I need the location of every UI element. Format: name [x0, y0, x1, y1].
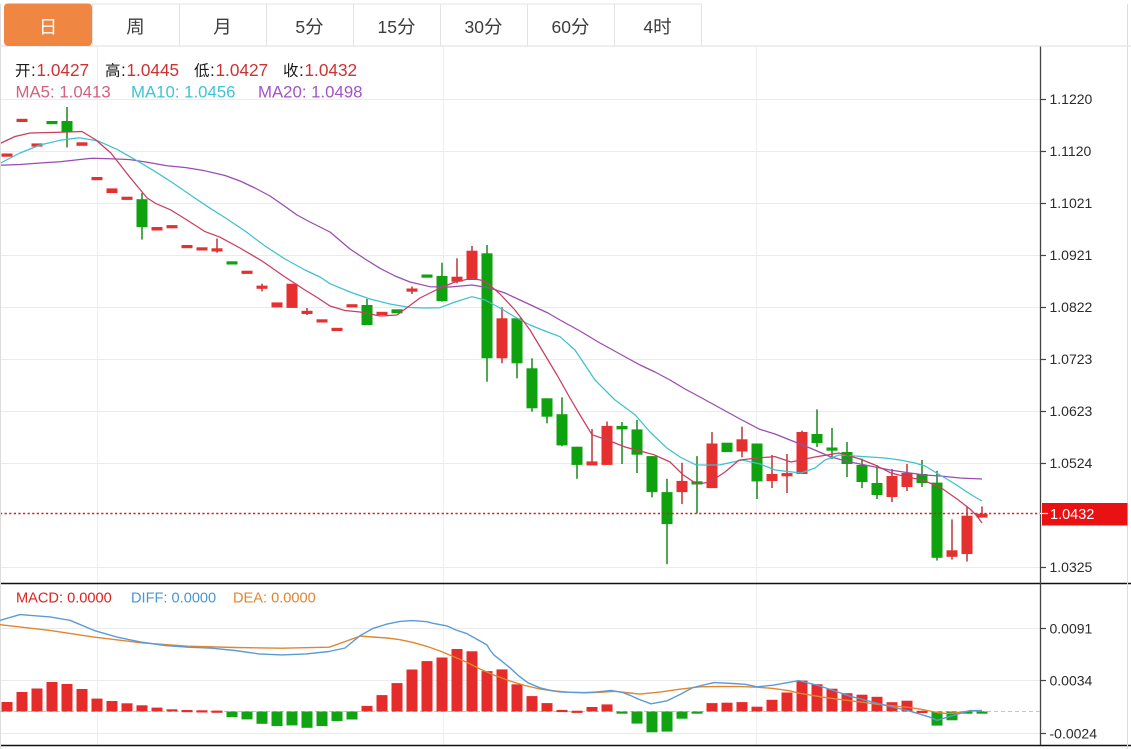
svg-text::: :	[31, 60, 36, 80]
svg-text:0.0091: 0.0091	[1050, 621, 1093, 637]
svg-text::: :	[299, 60, 304, 80]
svg-text:1.0822: 1.0822	[1050, 299, 1093, 315]
svg-text:1.0432: 1.0432	[305, 60, 358, 80]
svg-text:-0.0024: -0.0024	[1050, 726, 1098, 742]
svg-text:1.1021: 1.1021	[1050, 195, 1093, 211]
svg-text:1.0623: 1.0623	[1050, 403, 1093, 419]
svg-text::: :	[210, 60, 215, 80]
svg-text:15: 15	[378, 17, 397, 37]
svg-text:1.0921: 1.0921	[1050, 247, 1093, 263]
svg-text:DEA: 0.0000: DEA: 0.0000	[233, 591, 316, 607]
svg-text:60: 60	[552, 17, 572, 37]
svg-text:1.0432: 1.0432	[1050, 507, 1094, 523]
svg-text:4: 4	[643, 17, 653, 37]
svg-text:1.0325: 1.0325	[1050, 559, 1093, 575]
svg-text:1.0524: 1.0524	[1050, 455, 1093, 471]
svg-text:1.0427: 1.0427	[37, 60, 90, 80]
svg-text::: :	[121, 60, 126, 80]
svg-text:30: 30	[465, 17, 485, 37]
svg-text:1.1120: 1.1120	[1050, 143, 1092, 159]
svg-text:MACD: 0.0000: MACD: 0.0000	[16, 591, 112, 607]
svg-text:MA20: 1.0498: MA20: 1.0498	[258, 83, 363, 102]
svg-text:0.0034: 0.0034	[1050, 673, 1093, 689]
svg-text:1.1220: 1.1220	[1050, 91, 1093, 107]
svg-text:1.0427: 1.0427	[216, 60, 269, 80]
svg-text:MA5: 1.0413: MA5: 1.0413	[16, 83, 111, 102]
svg-text:1.0445: 1.0445	[127, 60, 180, 80]
svg-text:DIFF: 0.0000: DIFF: 0.0000	[131, 591, 216, 607]
svg-text:1.0723: 1.0723	[1050, 351, 1093, 367]
svg-text:MA10: 1.0456: MA10: 1.0456	[131, 83, 236, 102]
svg-text:5: 5	[295, 17, 305, 37]
